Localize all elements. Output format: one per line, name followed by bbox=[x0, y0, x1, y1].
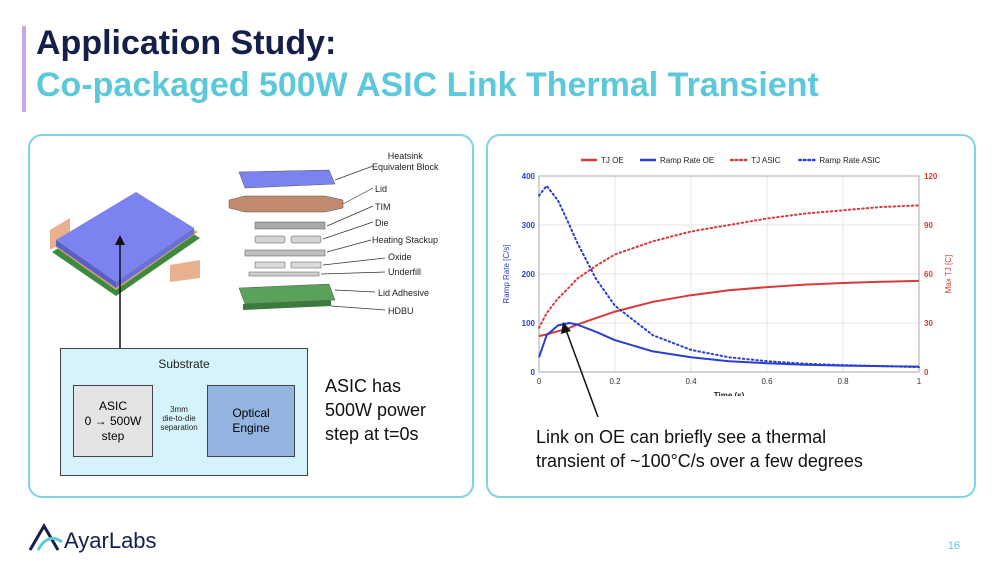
label-heatsink: Heatsink Equivalent Block bbox=[372, 151, 439, 172]
series-line-tj-asic bbox=[538, 204, 920, 329]
x-tick-label: 0.8 bbox=[837, 377, 849, 386]
legend-label: Ramp Rate ASIC bbox=[819, 156, 880, 165]
label-oxide: Oxide bbox=[388, 252, 412, 262]
substrate-diagram: Substrate ASIC 0 → 500W step 3mm die-to-… bbox=[60, 348, 308, 476]
y-right-tick-label: 60 bbox=[924, 270, 933, 279]
y-left-tick-label: 400 bbox=[522, 172, 536, 181]
y-left-axis-label: Ramp Rate [C/s] bbox=[502, 244, 511, 303]
x-tick-label: 0.2 bbox=[609, 377, 621, 386]
oe-callout: Link on OE can briefly see a thermal tra… bbox=[536, 427, 863, 471]
ayarlabs-logo-text: AyarLabs bbox=[64, 528, 157, 553]
y-right-tick-label: 90 bbox=[924, 221, 933, 230]
optical-engine-box: Optical Engine bbox=[207, 385, 295, 457]
y-left-tick-label: 0 bbox=[531, 368, 536, 377]
y-right-axis-label: Max TJ [C] bbox=[944, 255, 953, 294]
y-left-tick-label: 300 bbox=[522, 221, 536, 230]
right-panel bbox=[486, 134, 976, 498]
x-axis-label: Time (s) bbox=[714, 391, 745, 396]
asic-callout: ASIC has 500W power step at t=0s bbox=[325, 376, 427, 444]
y-right-tick-label: 120 bbox=[924, 172, 938, 181]
package-illustration bbox=[50, 192, 200, 296]
x-tick-label: 0.6 bbox=[761, 377, 773, 386]
slide-title: Application Study: bbox=[36, 24, 337, 62]
label-lid-adhesive: Lid Adhesive bbox=[378, 288, 430, 298]
series-line-ramp-rate-asic bbox=[538, 184, 920, 369]
plot-frame bbox=[538, 175, 920, 373]
label-tim: TIM bbox=[375, 202, 391, 212]
y-left-tick-label: 200 bbox=[522, 270, 536, 279]
ayarlabs-logo-icon bbox=[28, 523, 63, 551]
asic-box: ASIC 0 → 500W step bbox=[73, 385, 153, 457]
x-tick-label: 0.4 bbox=[685, 377, 697, 386]
label-lid: Lid bbox=[375, 184, 388, 194]
y-right-tick-label: 0 bbox=[924, 368, 929, 377]
label-heating-stackup: Heating Stackup bbox=[372, 235, 439, 245]
title-accent-bar bbox=[22, 26, 26, 112]
x-tick-label: 0 bbox=[537, 377, 542, 386]
substrate-title: Substrate bbox=[158, 357, 210, 371]
label-underfill: Underfill bbox=[388, 267, 422, 277]
y-left-tick-label: 100 bbox=[522, 319, 536, 328]
label-hdbu: HDBU bbox=[388, 306, 414, 316]
slide-subtitle: Co-packaged 500W ASIC Link Thermal Trans… bbox=[36, 66, 819, 104]
legend-label: Ramp Rate OE bbox=[660, 156, 714, 165]
thermal-transient-chart: 0 0.2 0.4 0.6 0.8 101002003004000306090120Tim… bbox=[502, 156, 953, 396]
die-separation-label: 3mm die-to-die separation bbox=[160, 405, 198, 432]
y-right-tick-label: 30 bbox=[924, 319, 933, 328]
legend-label: TJ ASIC bbox=[751, 156, 781, 165]
page-number: 16 bbox=[947, 540, 960, 552]
label-die: Die bbox=[375, 218, 389, 228]
series-line-ramp-rate-oe bbox=[538, 322, 920, 368]
exploded-stack-illustration bbox=[228, 165, 386, 311]
x-tick-label: 1 bbox=[917, 377, 922, 386]
oe-callout-arrow bbox=[561, 322, 599, 418]
legend-label: TJ OE bbox=[601, 156, 624, 165]
